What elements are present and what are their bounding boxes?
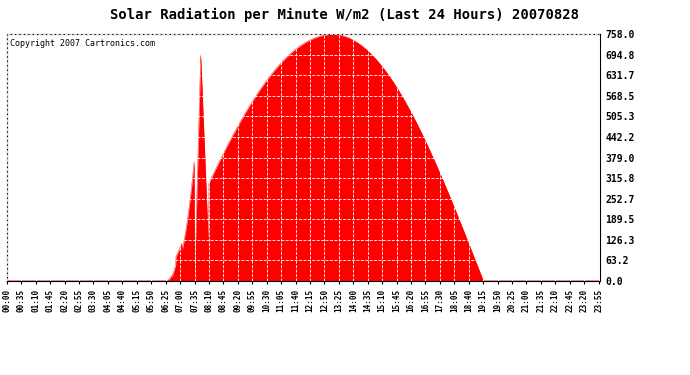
Text: Copyright 2007 Cartronics.com: Copyright 2007 Cartronics.com (10, 39, 155, 48)
Text: Solar Radiation per Minute W/m2 (Last 24 Hours) 20070828: Solar Radiation per Minute W/m2 (Last 24… (110, 8, 580, 22)
